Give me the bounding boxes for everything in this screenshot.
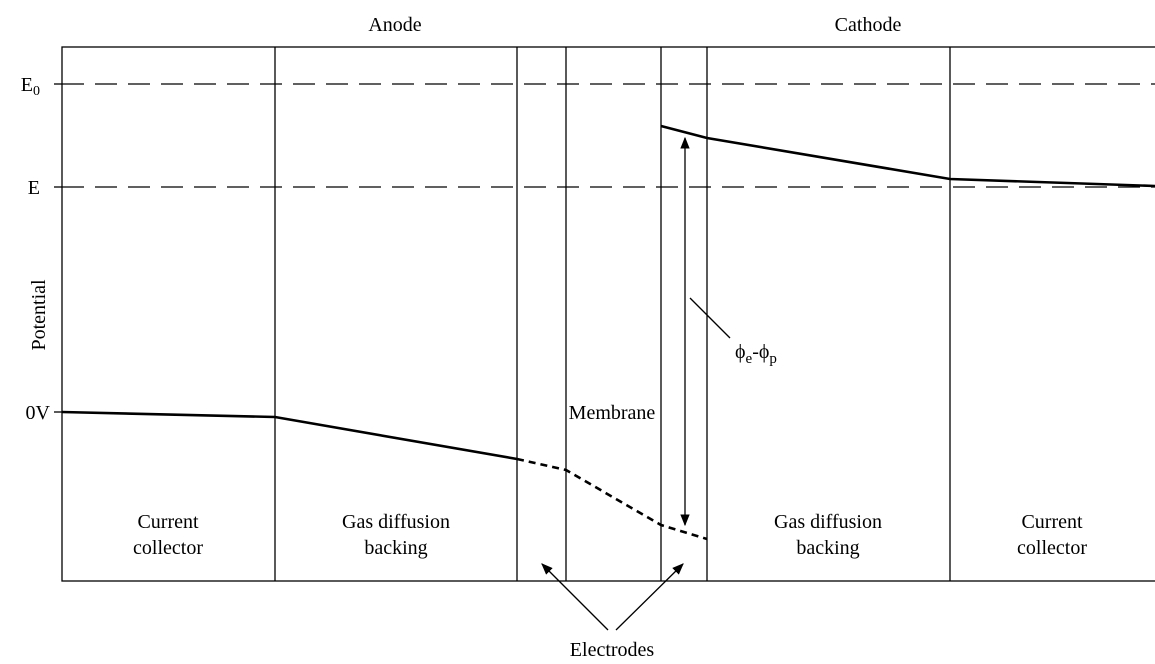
region-label: collector	[133, 537, 203, 559]
membrane-label: Membrane	[569, 402, 656, 424]
region-label: Gas diffusion	[342, 511, 450, 533]
electrodes-label: Electrodes	[570, 639, 655, 661]
electrode-arrow	[541, 563, 609, 631]
region-label: backing	[796, 537, 859, 559]
axis-label: Potential	[28, 279, 50, 351]
level-e0: E0	[21, 74, 40, 99]
cathode-label: Cathode	[835, 14, 902, 36]
level-e: E	[28, 177, 40, 199]
frame	[54, 46, 1155, 582]
potential-curve	[61, 124, 1155, 541]
leader-line	[689, 297, 731, 339]
region-label: Current	[1021, 511, 1083, 533]
region-label: collector	[1017, 537, 1087, 559]
level-0v: 0V	[26, 402, 51, 424]
difference-label: ϕe-ϕp	[735, 341, 777, 367]
region-label: Gas diffusion	[774, 511, 882, 533]
anode-label: Anode	[368, 14, 421, 36]
electrode-arrow	[615, 563, 684, 631]
region-label: backing	[364, 537, 427, 559]
region-label: Current	[137, 511, 199, 533]
